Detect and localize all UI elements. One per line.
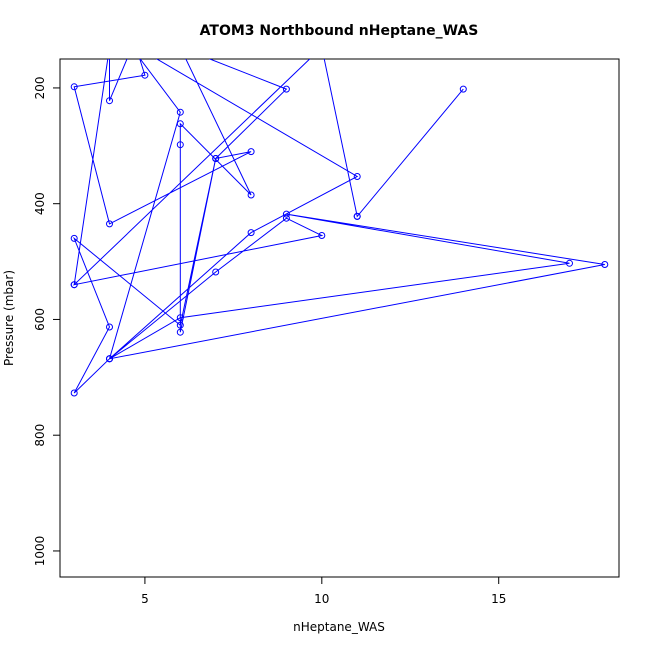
data-point — [70, 389, 78, 397]
y-tick-label: 600 — [33, 308, 47, 331]
data-point — [131, 39, 137, 45]
data-point — [107, 44, 113, 50]
data-point — [212, 268, 220, 276]
data-point — [566, 259, 573, 267]
data-point — [282, 214, 290, 222]
data-point — [70, 234, 78, 242]
data-point — [141, 71, 149, 79]
x-axis-label: nHeptane_WAS — [293, 620, 385, 634]
data-point — [176, 120, 184, 128]
x-tick-label: 5 — [141, 592, 149, 606]
y-tick-label: 800 — [33, 424, 47, 447]
data-point — [459, 85, 467, 93]
data-point — [176, 321, 184, 329]
series-layer — [70, 39, 609, 397]
data-point — [353, 173, 361, 180]
chart-title: ATOM3 Northbound nHeptane_WAS — [200, 23, 479, 39]
data-point — [282, 210, 290, 218]
series-line — [72, 59, 605, 394]
data-point — [212, 155, 220, 162]
x-tick-label: 15 — [491, 592, 506, 606]
data-point — [247, 148, 255, 156]
data-point — [106, 220, 113, 228]
data-point — [106, 323, 113, 331]
data-point — [247, 229, 255, 237]
x-axis: 5 10 15 — [141, 576, 506, 606]
y-tick-label: 400 — [33, 192, 47, 215]
data-point — [176, 108, 184, 116]
x-tick-label: 10 — [314, 592, 329, 606]
data-point — [70, 83, 78, 91]
data-point — [353, 212, 361, 220]
data-point — [601, 261, 609, 268]
y-axis: 200 400 600 800 1000 — [33, 76, 61, 567]
data-point — [70, 281, 78, 289]
data-point — [124, 39, 130, 45]
data-point — [318, 232, 326, 239]
data-point — [282, 85, 290, 93]
data-point — [106, 97, 113, 105]
data-point — [319, 44, 325, 50]
data-point — [177, 44, 183, 50]
data-point — [247, 191, 255, 199]
data-point — [176, 314, 184, 322]
y-axis-label: Pressure (mbar) — [2, 270, 16, 366]
plot-frame — [59, 58, 620, 578]
data-point — [176, 141, 184, 149]
y-tick-label: 1000 — [33, 536, 47, 567]
data-point — [176, 328, 184, 336]
data-point — [106, 355, 113, 363]
y-tick-label: 200 — [33, 76, 47, 99]
